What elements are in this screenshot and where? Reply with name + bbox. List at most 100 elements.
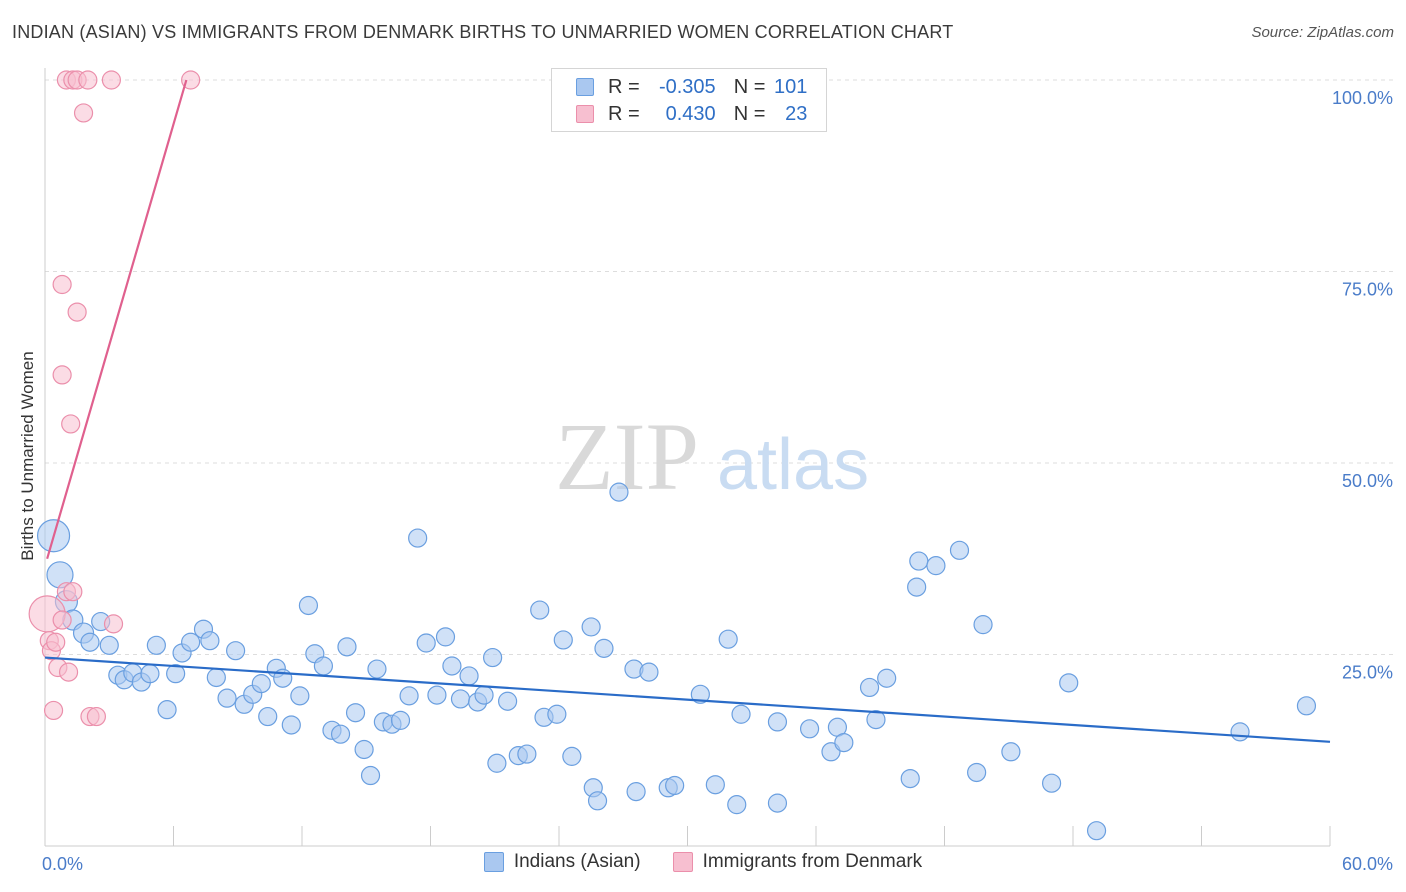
denmark-point bbox=[46, 632, 66, 652]
indian-point bbox=[1041, 773, 1062, 793]
indian-point bbox=[390, 710, 411, 730]
indian-point bbox=[973, 615, 993, 635]
indian-point bbox=[474, 685, 494, 705]
y-tick-label: 25.0% bbox=[1342, 663, 1393, 683]
indian-point bbox=[281, 715, 301, 735]
indian-point bbox=[562, 746, 582, 766]
indian-point bbox=[727, 795, 747, 815]
indian-point bbox=[258, 706, 278, 727]
indian-point bbox=[639, 662, 659, 682]
y-tick-label: 100.0% bbox=[1332, 88, 1393, 108]
denmark-point bbox=[58, 662, 79, 682]
indian-point bbox=[367, 659, 387, 679]
indian-point bbox=[767, 712, 788, 732]
indian-point bbox=[313, 656, 334, 676]
indian-point bbox=[146, 635, 166, 655]
source-note: Source: ZipAtlas.com bbox=[1251, 24, 1394, 41]
denmark-point bbox=[103, 614, 124, 634]
indian-point bbox=[718, 629, 738, 649]
indian-point bbox=[530, 600, 550, 620]
indian-point bbox=[705, 775, 725, 795]
indian-point bbox=[799, 719, 820, 739]
denmark-point bbox=[73, 103, 94, 123]
indian-point bbox=[926, 556, 946, 576]
indian-point bbox=[967, 762, 987, 783]
series-legend-label: Immigrants from Denmark bbox=[702, 851, 923, 872]
legend-n-label: N = bbox=[733, 75, 766, 98]
indian-point bbox=[866, 710, 886, 730]
legend-r-label: R = bbox=[608, 102, 640, 125]
denmark-trend-line bbox=[46, 79, 188, 560]
legend-n-value: 23 bbox=[785, 102, 808, 125]
indian-point bbox=[594, 638, 614, 658]
series-swatch-pink bbox=[672, 852, 693, 872]
indian-point bbox=[435, 627, 456, 647]
indian-point bbox=[166, 664, 186, 684]
indian-point bbox=[330, 724, 351, 744]
indian-point bbox=[767, 793, 788, 813]
denmark-point bbox=[52, 365, 72, 385]
series-legend-item-indians[interactable]: Indians (Asian) bbox=[483, 851, 641, 873]
indian-point bbox=[450, 689, 471, 709]
indian-point bbox=[517, 744, 537, 764]
indian-point bbox=[1086, 821, 1107, 841]
indian-point bbox=[859, 677, 880, 698]
tick-layer: 25.0% 50.0% 75.0% 100.0% 0.0% 60.0% bbox=[42, 88, 1393, 874]
indian-point bbox=[547, 704, 567, 724]
indian-point bbox=[206, 667, 226, 688]
indian-point bbox=[408, 528, 428, 548]
indian-point bbox=[360, 765, 381, 786]
indian-point bbox=[345, 703, 366, 723]
indian-point bbox=[581, 617, 601, 637]
denmark-point bbox=[52, 610, 72, 630]
indian-point bbox=[459, 666, 479, 686]
svg-text:atlas: atlas bbox=[717, 425, 869, 505]
watermark: ZIP atlas bbox=[555, 403, 869, 510]
grid-layer bbox=[45, 79, 1393, 655]
indian-point bbox=[1059, 673, 1079, 693]
indian-point bbox=[354, 739, 374, 760]
indian-point bbox=[337, 637, 357, 657]
trend-layer bbox=[44, 79, 1331, 743]
x-tick-label: 60.0% bbox=[1342, 854, 1393, 874]
axis-layer bbox=[44, 68, 1331, 847]
y-tick-label: 75.0% bbox=[1342, 280, 1393, 300]
series-swatch-blue bbox=[483, 852, 504, 872]
indian-point bbox=[226, 641, 246, 661]
indian-point bbox=[181, 632, 201, 652]
indian-point bbox=[498, 691, 518, 711]
indian-point bbox=[907, 577, 927, 597]
series-legend-label: Indians (Asian) bbox=[513, 851, 641, 872]
indian-point bbox=[909, 551, 929, 571]
denmark-point bbox=[61, 414, 81, 434]
indian-point bbox=[553, 630, 573, 650]
series-legend: Indians (Asian) Immigrants from Denmark bbox=[0, 851, 1406, 873]
indian-point bbox=[483, 647, 503, 668]
legend-r-value: -0.305 bbox=[658, 75, 716, 98]
indian-point bbox=[900, 768, 920, 789]
indian-point bbox=[251, 674, 271, 694]
series-legend-item-denmark[interactable]: Immigrants from Denmark bbox=[672, 851, 923, 873]
indian-point bbox=[690, 684, 710, 704]
legend-swatch-blue bbox=[576, 78, 594, 96]
indian-point bbox=[217, 688, 237, 708]
indian-trend-line bbox=[44, 656, 1331, 743]
legend-n-value: 101 bbox=[774, 75, 808, 98]
indian-point bbox=[1001, 742, 1021, 762]
indian-point bbox=[399, 686, 419, 706]
denmark-point bbox=[86, 706, 107, 727]
indian-point bbox=[442, 656, 462, 676]
denmark-point bbox=[52, 274, 72, 295]
legend-r-value: 0.430 bbox=[665, 102, 716, 125]
indian-point bbox=[99, 635, 119, 655]
indian-point bbox=[298, 595, 319, 616]
indian-point bbox=[427, 685, 447, 705]
legend-swatch-pink bbox=[576, 105, 594, 123]
indian-point bbox=[200, 631, 220, 651]
indian-point bbox=[834, 732, 854, 753]
indian-point bbox=[1230, 722, 1250, 742]
chart-title: INDIAN (ASIAN) VS IMMIGRANTS FROM DENMAR… bbox=[12, 22, 954, 42]
denmark-point bbox=[67, 302, 87, 322]
denmark-point bbox=[78, 70, 98, 90]
